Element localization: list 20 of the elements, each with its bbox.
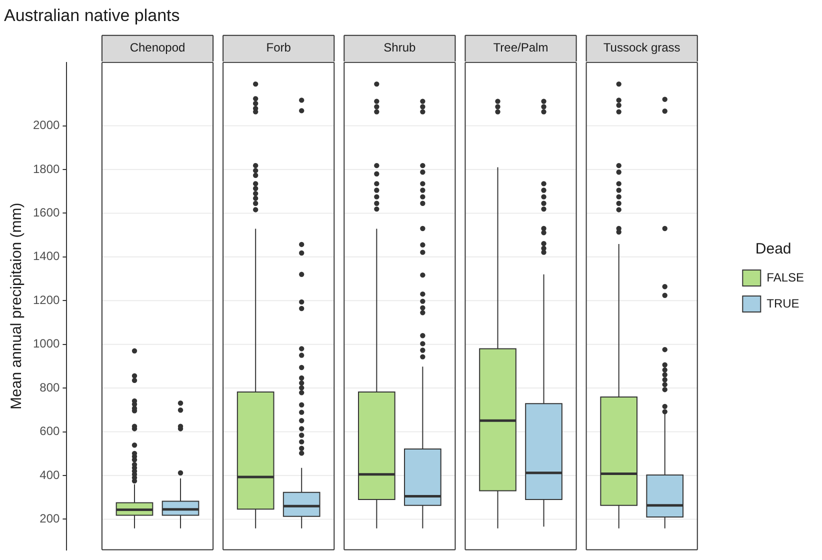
x-tick-label: Tussock grass — [603, 40, 680, 55]
x-tick-label: Shrub — [384, 40, 416, 55]
y-tick-label: 1800 — [32, 162, 60, 176]
x-tick-label: Chenopod — [130, 40, 186, 55]
y-tick-label: 1200 — [32, 292, 60, 307]
y-tick-label: 1400 — [32, 249, 60, 264]
y-tick-label: 600 — [40, 424, 60, 438]
legend-label: TRUE — [766, 296, 800, 310]
x-tick-label: Tree/Palm — [493, 40, 548, 55]
y-tick-label: 2000 — [32, 118, 60, 132]
y-tick-label: 400 — [40, 468, 60, 482]
y-tick-label: 1600 — [32, 206, 60, 220]
chart-title: Australian native plants — [4, 6, 180, 25]
y-tick-label: 200 — [40, 512, 60, 526]
legend-title: Dead — [755, 240, 792, 258]
legend-label: FALSE — [766, 270, 804, 284]
y-tick-label: 1000 — [32, 336, 60, 351]
y-tick-label: 800 — [40, 380, 60, 394]
x-tick-label: Forb — [266, 40, 292, 55]
y-axis-title: Mean annual precipitaion (mm) — [8, 202, 26, 410]
